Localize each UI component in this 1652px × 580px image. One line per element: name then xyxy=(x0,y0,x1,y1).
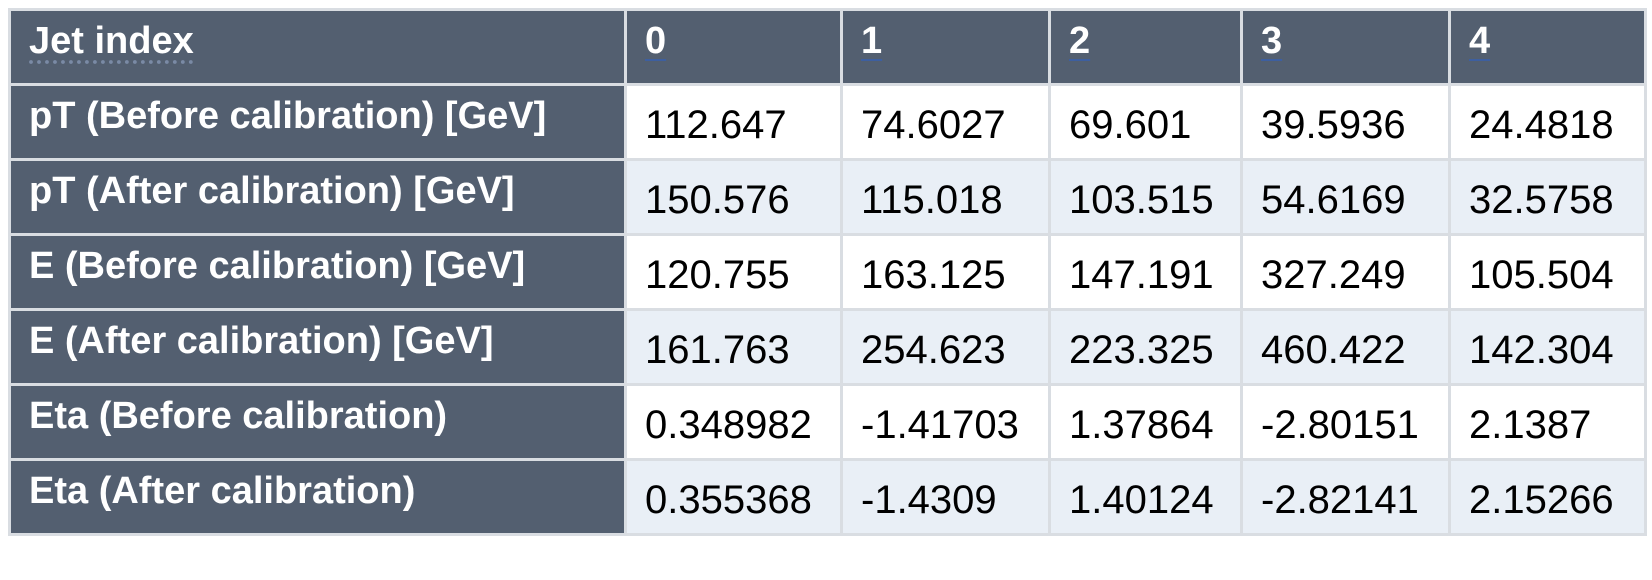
column-header-label: 3 xyxy=(1261,20,1283,62)
table-cell: 150.576 xyxy=(624,158,843,236)
table-cell: 54.6169 xyxy=(1240,158,1451,236)
table-cell: 142.304 xyxy=(1448,308,1647,386)
table-cell: 24.4818 xyxy=(1448,83,1647,161)
table-cell: 103.515 xyxy=(1048,158,1243,236)
table-cell: 105.504 xyxy=(1448,233,1647,311)
table-cell: 74.6027 xyxy=(840,83,1051,161)
table-row: pT (Before calibration) [GeV] 112.647 74… xyxy=(8,83,1647,161)
column-header-4: 4 xyxy=(1448,8,1647,86)
row-label: Eta (After calibration) xyxy=(8,458,627,536)
table-cell: 115.018 xyxy=(840,158,1051,236)
table-row: Eta (Before calibration) 0.348982 -1.417… xyxy=(8,383,1647,461)
row-label: Eta (Before calibration) xyxy=(8,383,627,461)
table-row: pT (After calibration) [GeV] 150.576 115… xyxy=(8,158,1647,236)
table-cell: 161.763 xyxy=(624,308,843,386)
column-header-3: 3 xyxy=(1240,8,1451,86)
table-cell: 327.249 xyxy=(1240,233,1451,311)
table-cell: 254.623 xyxy=(840,308,1051,386)
header-label: Jet index xyxy=(29,20,194,62)
column-header-label: 1 xyxy=(861,20,883,62)
table-row: E (Before calibration) [GeV] 120.755 163… xyxy=(8,233,1647,311)
table-cell: 1.37864 xyxy=(1048,383,1243,461)
table-cell: -1.41703 xyxy=(840,383,1051,461)
table-cell: 32.5758 xyxy=(1448,158,1647,236)
header-row: Jet index 0 1 2 3 4 xyxy=(8,8,1647,86)
table-cell: 69.601 xyxy=(1048,83,1243,161)
row-label: E (After calibration) [GeV] xyxy=(8,308,627,386)
table-cell: 163.125 xyxy=(840,233,1051,311)
table-cell: 147.191 xyxy=(1048,233,1243,311)
column-header-1: 1 xyxy=(840,8,1051,86)
table-cell: 2.1387 xyxy=(1448,383,1647,461)
jet-calibration-table-container: Jet index 0 1 2 3 4 pT (Before calibrati… xyxy=(8,8,1647,536)
table-cell: 112.647 xyxy=(624,83,843,161)
table-cell: 0.355368 xyxy=(624,458,843,536)
table-cell: 39.5936 xyxy=(1240,83,1451,161)
header-label-cell: Jet index xyxy=(8,8,627,86)
column-header-label: 0 xyxy=(645,20,667,62)
table-row: E (After calibration) [GeV] 161.763 254.… xyxy=(8,308,1647,386)
row-label: E (Before calibration) [GeV] xyxy=(8,233,627,311)
row-label: pT (After calibration) [GeV] xyxy=(8,158,627,236)
column-header-label: 4 xyxy=(1469,20,1491,62)
table-row: Eta (After calibration) 0.355368 -1.4309… xyxy=(8,458,1647,536)
row-label: pT (Before calibration) [GeV] xyxy=(8,83,627,161)
table-cell: 223.325 xyxy=(1048,308,1243,386)
table-cell: 2.15266 xyxy=(1448,458,1647,536)
table-cell: -2.80151 xyxy=(1240,383,1451,461)
table-cell: 120.755 xyxy=(624,233,843,311)
table-cell: 460.422 xyxy=(1240,308,1451,386)
column-header-0: 0 xyxy=(624,8,843,86)
column-header-2: 2 xyxy=(1048,8,1243,86)
table-cell: 0.348982 xyxy=(624,383,843,461)
table-cell: -1.4309 xyxy=(840,458,1051,536)
jet-calibration-table: Jet index 0 1 2 3 4 pT (Before calibrati… xyxy=(8,8,1647,536)
table-cell: -2.82141 xyxy=(1240,458,1451,536)
column-header-label: 2 xyxy=(1069,20,1091,62)
table-cell: 1.40124 xyxy=(1048,458,1243,536)
